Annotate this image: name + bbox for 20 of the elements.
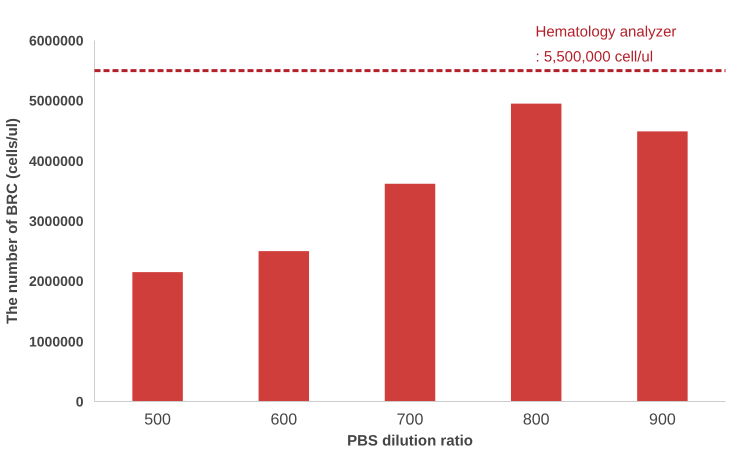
y-tick-label: 2000000 [28,273,84,290]
x-tick-label: 900 [649,412,676,428]
y-tick-label: 5000000 [28,92,84,109]
y-tick-label: 4000000 [28,152,84,169]
x-axis-title: PBS dilution ratio [347,432,473,450]
y-axis-title: The number of BRC (cells/ul) [4,118,21,324]
y-tick-label: 1000000 [28,333,84,350]
y-tick-label: 0 [76,394,84,410]
bar [384,184,436,402]
x-tick-label: 600 [270,412,298,428]
x-tick-label: 500 [144,412,172,428]
bar [637,131,688,402]
bar [510,104,562,402]
x-tick-label: 800 [522,412,550,428]
y-tick-label: 6000000 [28,32,84,48]
ref-line-label: Hematology analyzer : 5,500,000 cell/ul [536,24,676,66]
bar [132,272,183,402]
bar [258,251,310,402]
x-tick-label: 700 [396,412,424,428]
y-tick-label: 3000000 [28,213,84,229]
